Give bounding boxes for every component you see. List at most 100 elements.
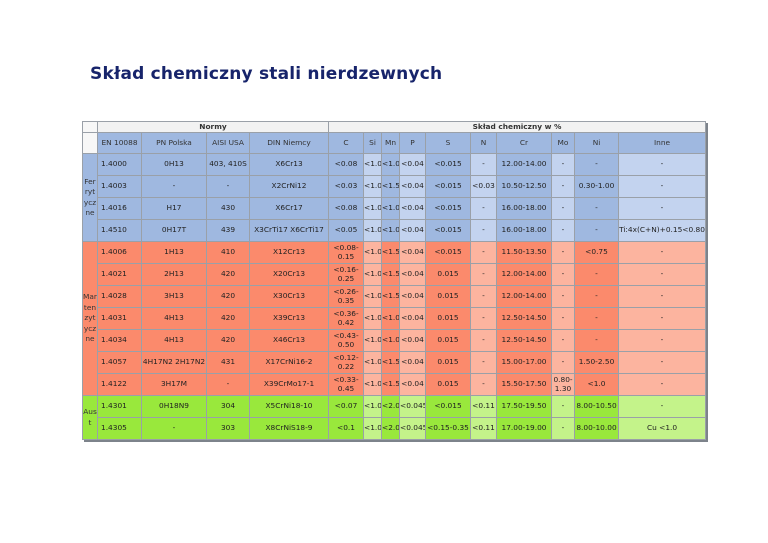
table-cell: <1.0 <box>364 330 381 351</box>
table-row: Ferrytyczne 1.4000 0H13 403, 410S X6Cr13 <0.0… <box>83 154 706 241</box>
table-cell: X46Cr13 <box>250 330 328 351</box>
table-cell: <0.04 <box>400 308 425 329</box>
table-cell: 1.4305 <box>98 418 141 439</box>
table-cell: - <box>142 176 206 197</box>
table-cell: <0.05 <box>329 220 363 241</box>
table-cell: <0.1 <box>329 418 363 439</box>
table-cell: 0H18N9 <box>142 396 206 417</box>
table-cell: - <box>619 330 706 351</box>
table-cell: <1.0 <box>382 198 399 219</box>
table-cell: <0.04 <box>400 242 425 263</box>
table-row: 1.4305-303 X8CrNiS18-9 <0.1 <1.0 <2.0 <0.045 <… <box>83 418 706 439</box>
table-cell: - <box>471 352 496 373</box>
table-cell: 0H13 <box>142 154 206 175</box>
table-cell: 8.00-10.50 <box>575 396 618 417</box>
group-composition: Skład chemiczny w % <box>329 122 706 132</box>
table-cell: <0.11 <box>471 418 496 439</box>
table-cell: <0.03 <box>329 176 363 197</box>
table-cell: 0.015 <box>426 374 470 395</box>
table-cell: - <box>552 396 574 417</box>
table-cell: <0.04 <box>400 352 425 373</box>
table-cell: - <box>471 286 496 307</box>
table-cell: <1.0 <box>364 352 381 373</box>
composition-table-wrapper: Normy Skład chemiczny w % EN 10088 PN Pol… <box>82 121 706 440</box>
table-cell: 15.00-17.00 <box>497 352 551 373</box>
table-cell: - <box>471 330 496 351</box>
column-header: S <box>426 133 470 153</box>
table-cell: - <box>207 176 249 197</box>
table-cell: X8CrNiS18-9 <box>250 418 328 439</box>
table-row: 1.4016 H17 430 X6Cr17 <0.08 <1.0 <1.0 <0.04 <0.0… <box>83 198 706 219</box>
table-cell: <2.0 <box>382 418 399 439</box>
table-cell: - <box>575 198 618 219</box>
table-cell: - <box>552 264 574 285</box>
table-cell: X39CrMo17-1 <box>250 374 328 395</box>
table-cell: <0.75 <box>575 242 618 263</box>
table-cell: <1.0 <box>364 220 381 241</box>
table-cell: <0.015 <box>426 242 470 263</box>
table-cell: - <box>207 374 249 395</box>
table-cell: X12Cr13 <box>250 242 328 263</box>
table-cell: <0.12-0.22 <box>329 352 363 373</box>
column-header: Mn <box>382 133 399 153</box>
table-cell: <1.0 <box>382 308 399 329</box>
table-cell: - <box>471 198 496 219</box>
table-cell: <0.33-0.45 <box>329 374 363 395</box>
table-cell: <1.0 <box>364 286 381 307</box>
table-cell: <0.15-0.35 <box>426 418 470 439</box>
table-cell: <0.36-0.42 <box>329 308 363 329</box>
table-cell: 0.015 <box>426 330 470 351</box>
table-cell: X6Cr13 <box>250 154 328 175</box>
column-header: N <box>471 133 496 153</box>
group-norms: Normy <box>98 122 328 132</box>
table-cell: H17 <box>142 198 206 219</box>
table-cell: Cu <1.0 <box>619 418 706 439</box>
table-row: 1.4122 3H17M - X39CrMo17-1 <0.33-0.45 <1.0 <1.… <box>83 374 706 395</box>
table-cell: 12.50-14.50 <box>497 308 551 329</box>
table-cell: <0.015 <box>426 396 470 417</box>
table-cell: <0.04 <box>400 198 425 219</box>
table-cell: <0.16-0.25 <box>329 264 363 285</box>
table-cell: 0.015 <box>426 308 470 329</box>
table-cell: - <box>619 176 706 197</box>
table-cell: 16.00-18.00 <box>497 220 551 241</box>
table-cell: - <box>619 242 706 263</box>
table-cell: 3H13 <box>142 286 206 307</box>
table-cell: 0.015 <box>426 352 470 373</box>
table-cell: <1.5 <box>382 352 399 373</box>
table-cell: - <box>552 242 574 263</box>
column-header: PN Polska <box>142 133 206 153</box>
table-cell: <0.26-0.35 <box>329 286 363 307</box>
table-cell: - <box>552 198 574 219</box>
table-cell: 1.4016 <box>98 198 141 219</box>
table-cell: 12.00-14.00 <box>497 286 551 307</box>
table-cell: <0.03 <box>471 176 496 197</box>
table-cell: - <box>471 264 496 285</box>
table-row: 1.4021 2H13 420 X20Cr13 <0.16-0.25 <1.0 <1.5 <0… <box>83 264 706 285</box>
table-cell: <1.0 <box>364 308 381 329</box>
table-cell: 1.4057 <box>98 352 141 373</box>
table-cell: <0.015 <box>426 198 470 219</box>
table-cell: <0.04 <box>400 374 425 395</box>
table-cell: X17CrNi16-2 <box>250 352 328 373</box>
table-cell: 431 <box>207 352 249 373</box>
column-header: C <box>329 133 363 153</box>
category-label: Martenzytyczne <box>83 242 97 395</box>
table-row: 1.4034 4H13 420 X46Cr13 <0.43-0.50 <1.0 <1.0 <0… <box>83 330 706 351</box>
category-label: Aust <box>83 396 97 439</box>
table-cell: - <box>619 198 706 219</box>
table-cell: - <box>552 286 574 307</box>
table-cell: - <box>471 154 496 175</box>
table-cell: <1.5 <box>382 242 399 263</box>
table-cell: <1.5 <box>382 176 399 197</box>
table-cell: 420 <box>207 286 249 307</box>
table-cell: 430 <box>207 198 249 219</box>
table-cell: 1.4003 <box>98 176 141 197</box>
table-cell: 0.30-1.00 <box>575 176 618 197</box>
table-cell: <1.0 <box>364 264 381 285</box>
table-cell: - <box>619 374 706 395</box>
table-row: 1.4003- - X2CrNi12 <0.03 <1.0 <1.5 <0.04 <0.015… <box>83 176 706 197</box>
table-cell: - <box>552 352 574 373</box>
table-cell: 420 <box>207 330 249 351</box>
table-cell: - <box>552 220 574 241</box>
